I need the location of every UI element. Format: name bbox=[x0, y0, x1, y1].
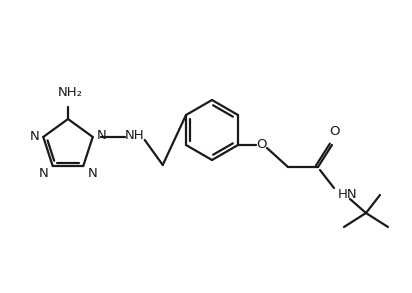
Text: N: N bbox=[87, 167, 97, 180]
Text: NH: NH bbox=[125, 130, 145, 142]
Text: O: O bbox=[330, 125, 340, 138]
Text: N: N bbox=[30, 130, 39, 144]
Text: N: N bbox=[39, 167, 49, 180]
Text: N: N bbox=[97, 130, 106, 142]
Text: HN: HN bbox=[338, 188, 358, 200]
Text: O: O bbox=[257, 139, 267, 151]
Text: NH₂: NH₂ bbox=[58, 86, 82, 99]
